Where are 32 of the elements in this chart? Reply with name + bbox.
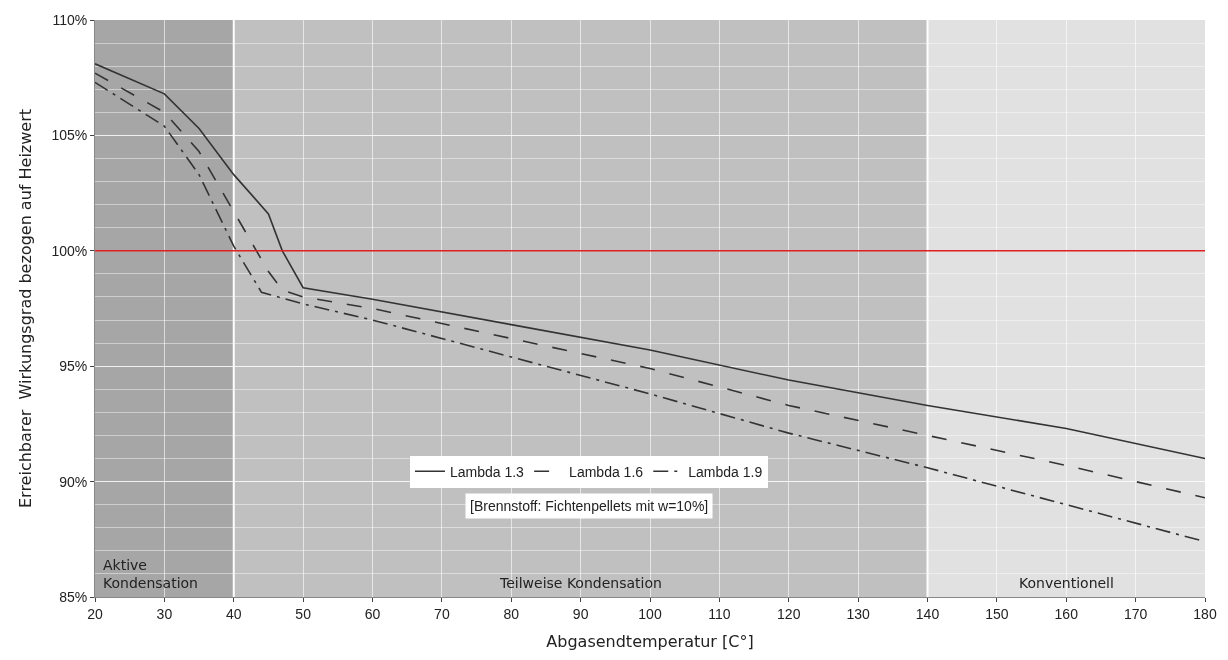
y-tick-label: 105% (51, 127, 88, 144)
x-tick-label: 20 (87, 605, 103, 622)
y-tick-label: 95% (59, 358, 88, 375)
x-tick-label: 150 (985, 605, 1009, 622)
y-tick-label: 90% (59, 473, 88, 490)
x-tick-label: 110 (708, 605, 731, 622)
y-tick-label: 85% (59, 588, 88, 605)
annotation: [Brennstoff: Fichtenpellets mit w=10%] (470, 498, 709, 514)
y-tick-label: 110% (52, 11, 88, 28)
x-tick-label: 180 (1193, 605, 1217, 622)
x-tick-label: 80 (503, 605, 520, 622)
x-tick-label: 130 (846, 605, 871, 622)
x-tick-label: 40 (225, 605, 242, 622)
x-tick-label: 100 (638, 605, 662, 622)
x-tick-label: 50 (295, 605, 312, 622)
band-label: Konventionell (1019, 575, 1114, 591)
y-axis-title: Erreichbarer Wirkungsgrad bezogen auf Heizwert (16, 108, 36, 509)
x-tick-label: 70 (434, 605, 450, 622)
x-tick-label: 120 (777, 605, 801, 622)
band-label: Teilweise Kondensation (499, 575, 662, 591)
legend-label: Lambda 1.9 (688, 463, 763, 480)
x-tick-label: 90 (572, 605, 589, 622)
x-tick-label: 30 (156, 605, 173, 622)
legend-label: Lambda 1.3 (449, 463, 525, 480)
x-tick-label: 60 (364, 605, 381, 622)
x-tick-label: 160 (1054, 605, 1079, 622)
legend-label: Lambda 1.6 (569, 463, 644, 480)
y-tick-label: 100% (51, 242, 88, 259)
x-axis-title: Abgasendtemperatur [C°] (546, 632, 754, 652)
band-label: Aktive Kondensation (103, 557, 198, 592)
x-tick-label: 140 (915, 605, 940, 622)
x-tick-label: 170 (1123, 605, 1148, 622)
